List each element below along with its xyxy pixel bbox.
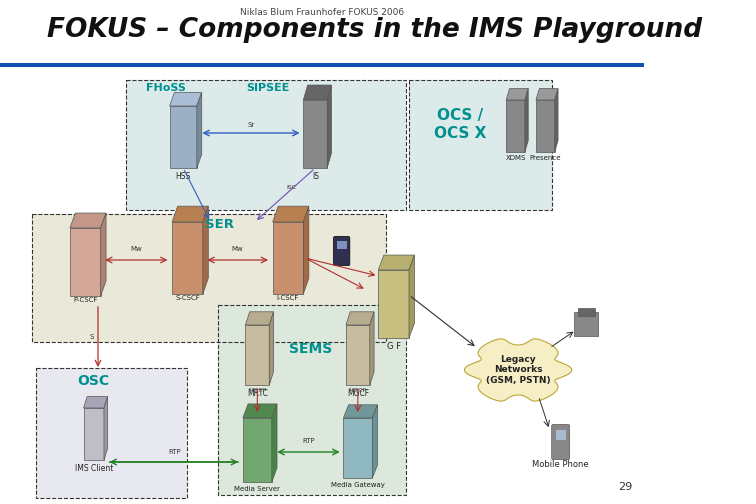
Bar (33, 214, 386, 342)
Bar (346, 325, 370, 385)
Bar (172, 222, 203, 294)
Polygon shape (273, 206, 309, 222)
Polygon shape (555, 89, 558, 152)
Text: OCS X: OCS X (434, 126, 486, 141)
Polygon shape (246, 312, 274, 325)
Bar (70, 228, 101, 296)
Polygon shape (269, 312, 274, 385)
Text: MGCF: MGCF (347, 389, 369, 398)
Polygon shape (373, 405, 377, 478)
Text: 29: 29 (618, 482, 632, 492)
Bar (0, 63, 644, 67)
Bar (273, 222, 303, 294)
Bar (409, 80, 552, 210)
Bar (409, 80, 552, 210)
Text: P-CSCF: P-CSCF (73, 297, 98, 303)
Bar (343, 418, 373, 478)
Polygon shape (203, 206, 209, 294)
Text: Mw: Mw (232, 246, 243, 252)
Polygon shape (303, 206, 309, 294)
Bar (36, 368, 187, 498)
Text: OCS /: OCS / (437, 108, 483, 123)
Text: RTP: RTP (169, 449, 181, 455)
Text: Presence: Presence (529, 155, 561, 161)
Polygon shape (370, 312, 374, 385)
Text: S-CSCF: S-CSCF (175, 295, 200, 301)
Text: SIPSEE: SIPSEE (246, 83, 290, 93)
Bar (506, 100, 525, 152)
Text: Mobile Phone: Mobile Phone (532, 460, 589, 469)
Text: I-CSCF: I-CSCF (277, 295, 299, 301)
Polygon shape (464, 339, 572, 401)
Text: MRTC: MRTC (247, 389, 268, 398)
Text: Mw: Mw (131, 246, 142, 252)
Bar (126, 80, 405, 210)
Polygon shape (104, 397, 107, 460)
Bar (218, 305, 405, 495)
Text: FOKUS – Components in the IMS Playground: FOKUS – Components in the IMS Playground (47, 17, 702, 43)
Bar (575, 312, 598, 336)
Text: Sr: Sr (247, 122, 255, 128)
Text: HSS: HSS (175, 172, 191, 181)
Polygon shape (506, 89, 528, 100)
Polygon shape (172, 206, 209, 222)
FancyBboxPatch shape (333, 236, 350, 266)
Text: OSC: OSC (78, 374, 110, 388)
Bar (36, 368, 187, 498)
Polygon shape (70, 213, 106, 228)
Bar (83, 408, 104, 460)
Text: MGCP: MGCP (349, 388, 367, 393)
Text: XDMS: XDMS (505, 155, 525, 161)
Bar (556, 430, 565, 440)
Text: FHoSS: FHoSS (146, 83, 186, 93)
Polygon shape (101, 213, 106, 296)
Bar (536, 100, 555, 152)
Bar (336, 241, 347, 249)
Bar (13, 68, 631, 496)
Text: Media Gateway: Media Gateway (331, 482, 385, 488)
Polygon shape (243, 404, 277, 418)
Polygon shape (197, 92, 202, 168)
Text: Media Server: Media Server (234, 486, 280, 492)
Bar (33, 214, 386, 342)
Polygon shape (327, 85, 331, 168)
Polygon shape (83, 397, 107, 408)
Polygon shape (409, 255, 414, 338)
Bar (378, 270, 409, 338)
Polygon shape (378, 255, 414, 270)
Bar (303, 100, 327, 168)
Bar (126, 80, 405, 210)
Bar (243, 418, 272, 482)
Polygon shape (346, 312, 374, 325)
Polygon shape (525, 89, 528, 152)
Polygon shape (343, 405, 377, 418)
FancyBboxPatch shape (552, 424, 569, 460)
Bar (578, 308, 595, 316)
Text: S: S (90, 334, 94, 340)
Text: MGCP: MGCP (248, 388, 266, 393)
Bar (246, 325, 269, 385)
Polygon shape (536, 89, 558, 100)
Text: SER: SER (206, 218, 234, 231)
Text: Niklas Blum Fraunhofer FOKUS 2006: Niklas Blum Fraunhofer FOKUS 2006 (240, 8, 404, 17)
Polygon shape (272, 404, 277, 482)
Text: Legacy
Networks
(GSM, PSTN): Legacy Networks (GSM, PSTN) (486, 355, 550, 385)
Text: ISC: ISC (287, 185, 296, 190)
Text: RTP: RTP (302, 438, 314, 444)
Text: SEMS: SEMS (290, 342, 333, 356)
Text: IMS Client: IMS Client (75, 464, 113, 473)
Text: G F: G F (386, 342, 401, 351)
Text: IS: IS (311, 172, 319, 181)
Bar (169, 106, 197, 168)
Polygon shape (169, 92, 202, 106)
Polygon shape (303, 85, 331, 100)
Bar (218, 305, 405, 495)
